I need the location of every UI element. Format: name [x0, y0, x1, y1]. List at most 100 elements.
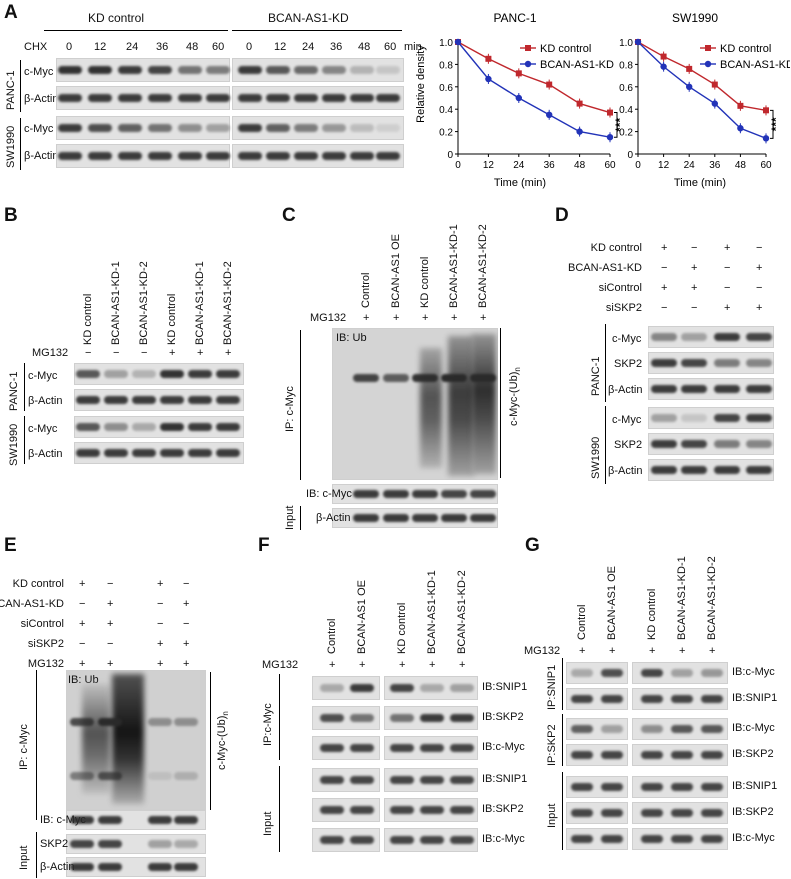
band: [714, 333, 740, 341]
row-label-cmyc: c-Myc: [28, 370, 58, 382]
band: [350, 66, 374, 74]
treat-sign: +: [429, 659, 436, 671]
ub-smear: [472, 334, 496, 474]
band: [76, 423, 100, 431]
timepoint-label: 48: [358, 41, 371, 53]
band: [322, 152, 346, 160]
band: [216, 396, 240, 404]
condition-sign: −: [724, 262, 731, 274]
x-tick-label: 0: [635, 160, 641, 171]
lane-label: KD control: [419, 256, 431, 308]
cell-line-panc1: PANC-1: [5, 70, 17, 110]
band: [601, 695, 623, 703]
band: [238, 94, 262, 102]
legend-marker: [525, 45, 531, 51]
condition-sign: −: [183, 578, 190, 590]
ip-label: IP:c-Myc: [262, 703, 274, 746]
blot-d-6: [648, 459, 774, 481]
band: [651, 414, 677, 422]
blot-b-3: [74, 416, 244, 438]
band: [450, 776, 474, 784]
band: [148, 718, 172, 726]
ib-row-label: IB:c-Myc: [732, 666, 775, 678]
chx-label: CHX: [24, 41, 48, 53]
band: [412, 374, 438, 382]
lane-label: BCAN-AS1 OE: [390, 234, 402, 308]
band: [601, 835, 623, 843]
chart-title: PANC-1: [493, 11, 536, 25]
timepoint-label: 36: [330, 41, 343, 53]
blot-b-4: [74, 442, 244, 464]
band: [571, 783, 593, 791]
band: [148, 863, 172, 871]
blot-d-4: [648, 407, 774, 429]
timepoint-label: 36: [156, 41, 169, 53]
data-point: [660, 53, 667, 60]
condition-sign: +: [79, 618, 86, 630]
blot-g-left: [566, 688, 628, 710]
blot-e-myc: [66, 810, 206, 830]
blot-e-actin: [66, 857, 206, 877]
treat-sign: +: [679, 645, 686, 657]
band: [450, 714, 474, 722]
lane-label: BCAN-AS1 OE: [606, 566, 618, 640]
band: [98, 772, 122, 780]
blot-g-left: [566, 828, 628, 850]
condition-sign: −: [157, 598, 164, 610]
band: [178, 152, 202, 160]
band: [390, 806, 414, 814]
band: [118, 66, 142, 74]
band: [701, 809, 723, 817]
panel-label-e: E: [4, 535, 17, 556]
condition-sign: +: [724, 302, 731, 314]
blot-g-right: [632, 662, 728, 684]
legend-marker: [705, 45, 711, 51]
band: [714, 385, 740, 393]
band: [350, 152, 374, 160]
band: [651, 385, 677, 393]
y-tick-label: 1.0: [619, 38, 633, 49]
band: [148, 772, 172, 780]
mg132-label: MG132: [262, 659, 299, 671]
band: [160, 396, 184, 404]
band: [58, 124, 82, 132]
band: [681, 333, 707, 341]
band: [441, 514, 467, 522]
band: [160, 423, 184, 431]
blot-a-cmyc-3: [56, 116, 230, 140]
band: [681, 414, 707, 422]
band: [470, 490, 496, 498]
band: [104, 396, 128, 404]
band: [376, 66, 400, 74]
band: [651, 466, 677, 474]
condition-label: KD control: [590, 242, 642, 254]
band: [571, 669, 593, 677]
band: [132, 449, 156, 457]
band: [681, 440, 707, 448]
timepoint-label: 24: [302, 41, 315, 53]
condition-sign: −: [661, 262, 668, 274]
lane-label: KD control: [82, 293, 94, 345]
band: [651, 359, 677, 367]
condition-sign: +: [691, 262, 698, 274]
mg132-label: MG132: [524, 645, 561, 657]
row-label-skp2: SKP2: [614, 439, 643, 451]
band: [174, 816, 198, 824]
band: [70, 816, 94, 824]
band: [450, 744, 474, 752]
row-label-cmyc: c-Myc: [24, 123, 54, 135]
x-tick-label: 0: [455, 160, 461, 171]
band: [188, 423, 212, 431]
band: [320, 744, 344, 752]
ub-smear: [420, 348, 442, 468]
panel-label-f: F: [258, 535, 270, 556]
treat-sign: −: [141, 347, 148, 359]
band: [571, 725, 593, 733]
band: [178, 124, 202, 132]
band: [174, 718, 198, 726]
lane-label: BCAN-AS1-KD-2: [477, 224, 489, 308]
data-point: [485, 55, 492, 62]
ib-row-label: IB:SKP2: [482, 803, 524, 815]
blot-d-3: [648, 378, 774, 400]
band: [98, 816, 122, 824]
